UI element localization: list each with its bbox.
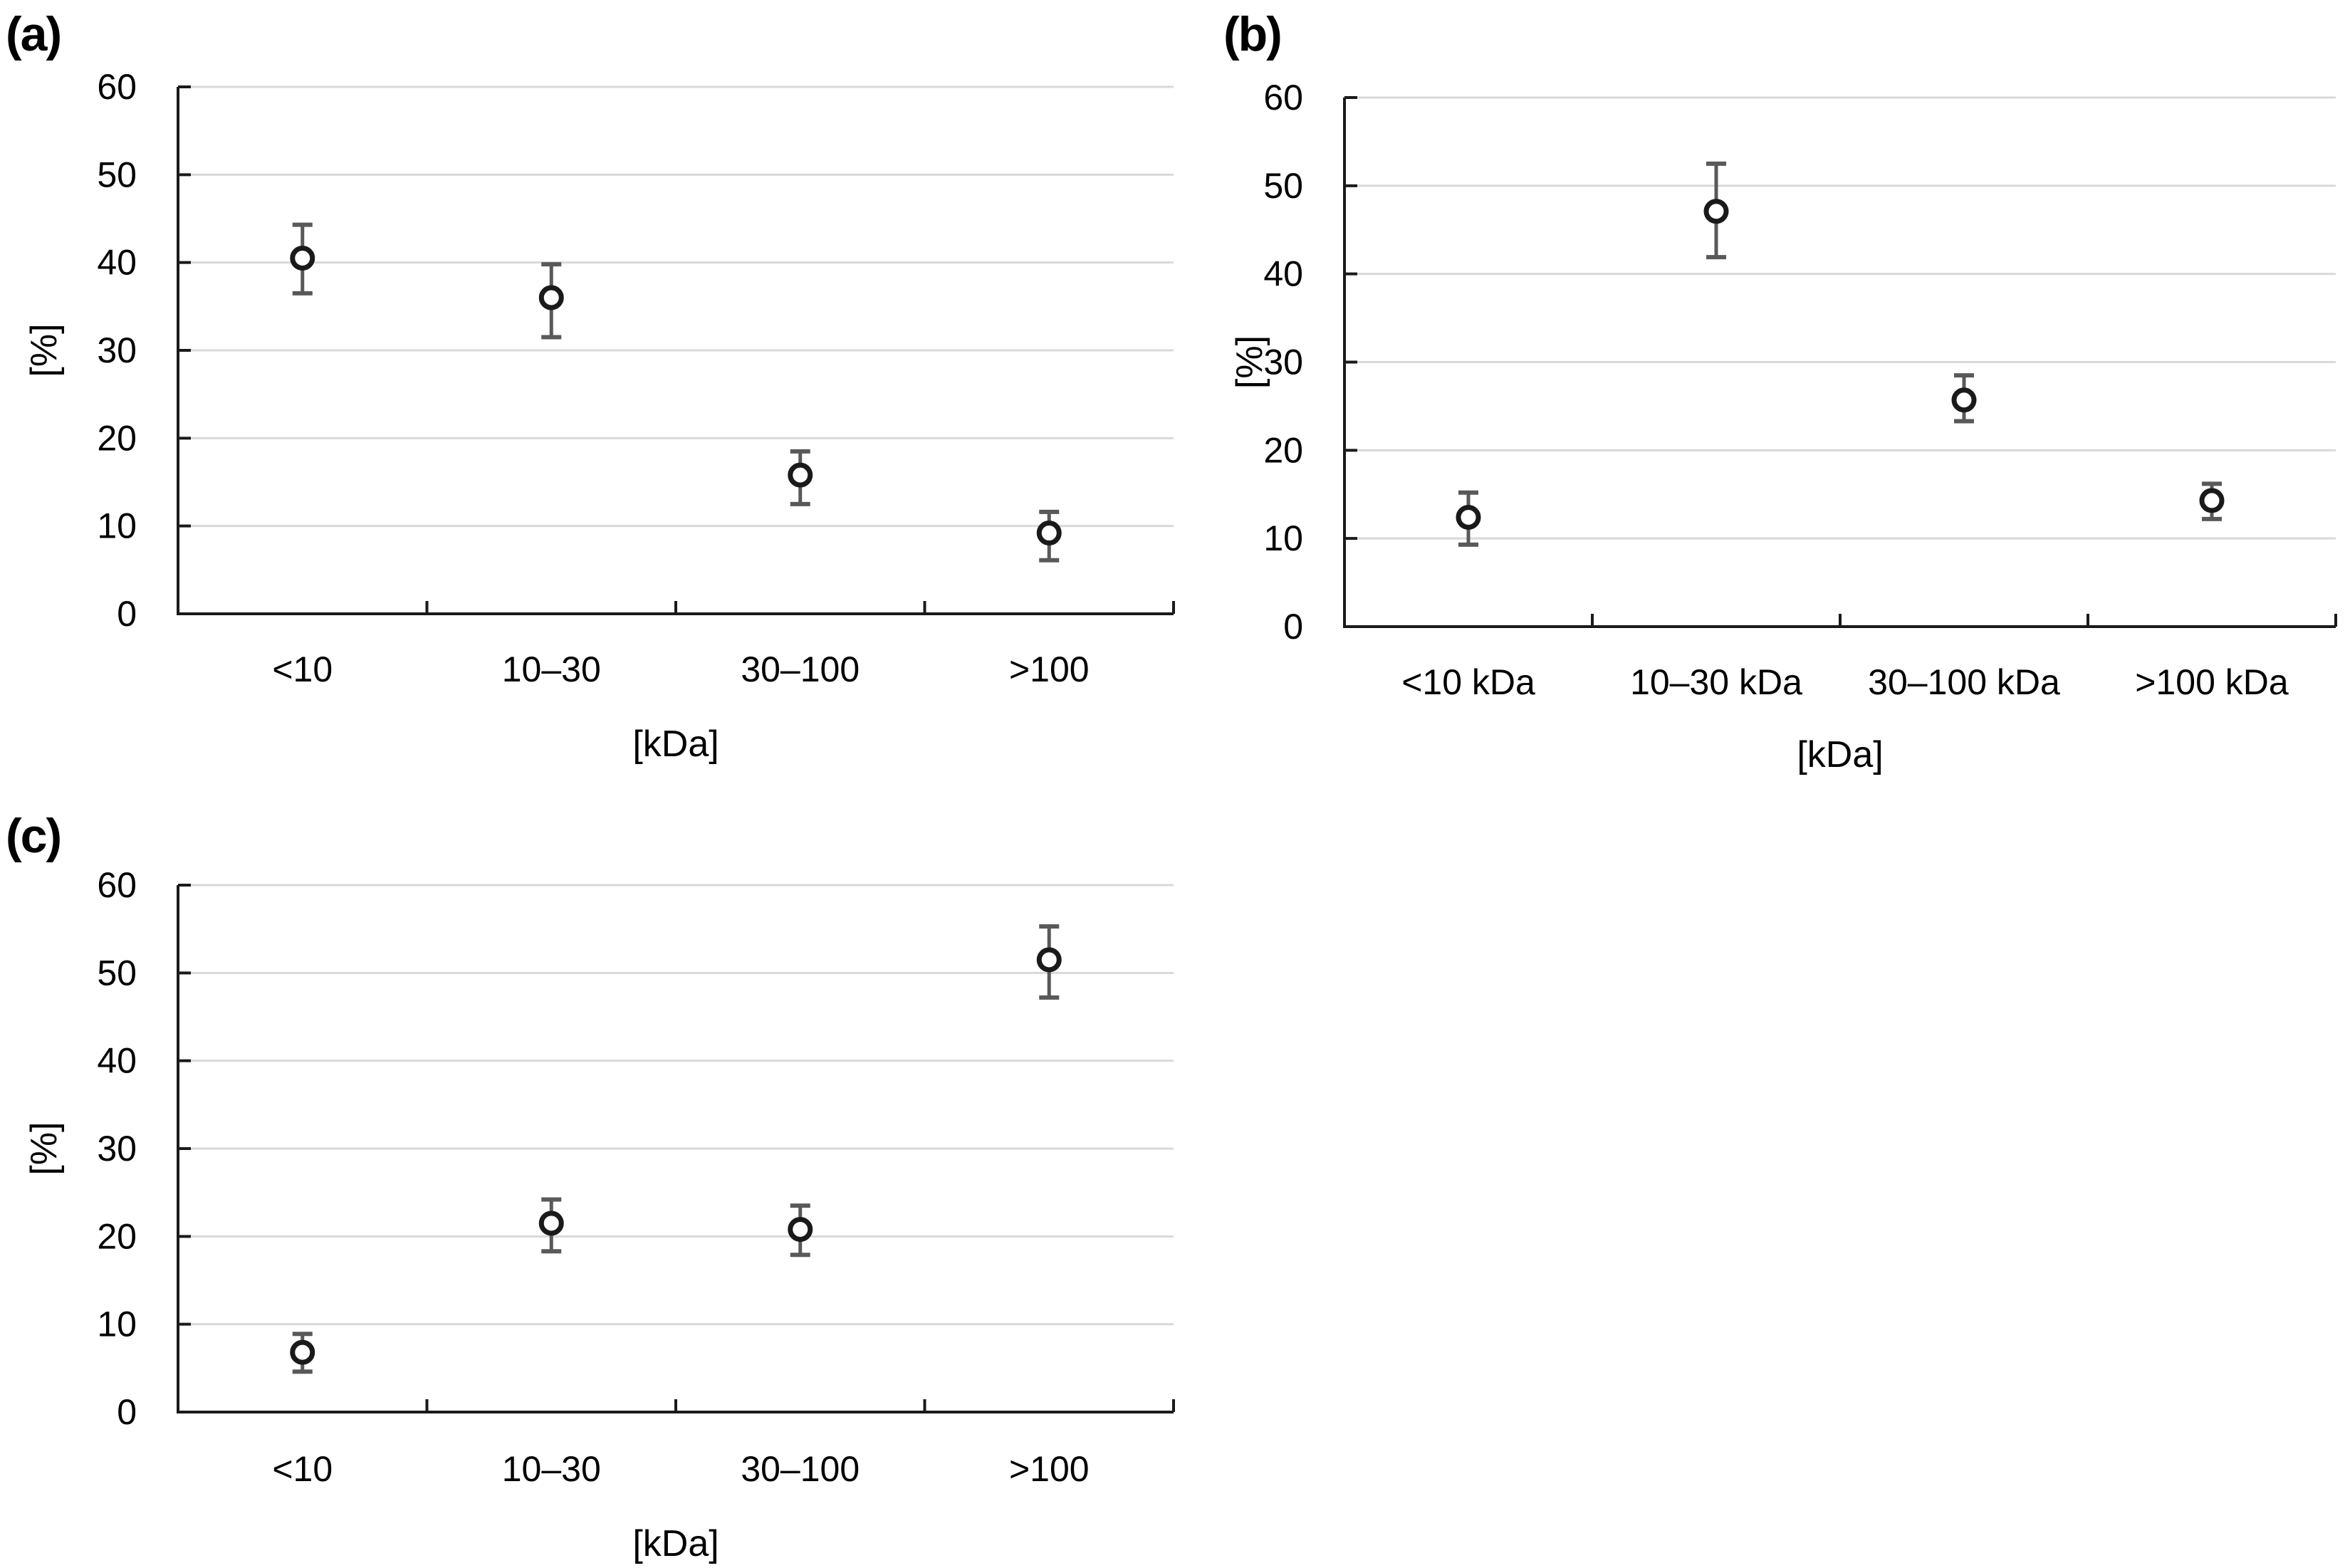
panel-b: (b) 0 10 20 30 40 50 60 <10 kDa 10–30 kDa 30–100 …: [1182, 0, 2345, 796]
data-point-marker: [788, 462, 813, 488]
data-point-marker: [538, 285, 564, 310]
x-category-label: 30–100: [741, 1449, 860, 1489]
data-point-marker: [2199, 488, 2225, 513]
panel-c-label: (c): [6, 809, 62, 863]
x-axis-title: [kDa]: [632, 723, 719, 765]
y-tick-label: 30: [97, 330, 137, 370]
y-tick-label: 20: [1263, 430, 1303, 470]
y-axis-title: [%]: [1229, 335, 1270, 389]
data-point-marker: [290, 1339, 315, 1365]
data-point-marker: [1951, 387, 1977, 413]
x-category-label: <10: [272, 649, 333, 689]
x-category-label: 30–100 kDa: [1868, 662, 2060, 702]
y-tick-label: 50: [1263, 166, 1303, 206]
y-tick-label: 30: [1263, 343, 1303, 382]
x-category-label: 30–100: [741, 649, 860, 689]
panel-b-label: (b): [1223, 7, 1283, 61]
data-point-marker: [788, 1216, 813, 1242]
panel-c-chart: 0 10 20 30 40 50 60 <10 10–30 30–100 >100 [kDa] [%]: [23, 865, 1175, 1564]
y-axis-title: [%]: [23, 323, 65, 377]
y-tick-label: 0: [117, 594, 137, 634]
panel-c: (c) 0 10 20 30 40 50 60 <10 10–30 30–100 >100 [kDa]…: [0, 796, 1182, 1568]
data-point-marker: [538, 1211, 564, 1236]
y-tick-label: 60: [97, 865, 137, 905]
panel-a-chart: 0 10 20 30 40 50 60 <10 10–30 30–100 >100 [kDa] [%]: [23, 67, 1175, 765]
x-category-label: >100: [1009, 1449, 1090, 1489]
y-tick-label: 40: [97, 243, 137, 283]
x-category-label: 10–30: [502, 1449, 601, 1489]
x-axis-title: [kDa]: [632, 1523, 719, 1564]
panel-a-label: (a): [6, 7, 62, 61]
x-category-label: >100: [1009, 649, 1090, 689]
panel-a: (a) 0 10 20 30 40 50 60 <10 10–30 30–100 >100 [kDa]…: [0, 0, 1182, 796]
x-category-label: <10: [272, 1449, 333, 1489]
y-tick-label: 10: [97, 506, 137, 546]
panel-b-chart: 0 10 20 30 40 50 60 <10 kDa 10–30 kDa 30–100 kDa >…: [1229, 78, 2337, 775]
y-tick-label: 50: [97, 155, 137, 194]
data-point-marker: [1036, 521, 1062, 546]
y-tick-label: 20: [97, 418, 137, 458]
y-axis-title: [%]: [23, 1122, 65, 1175]
data-point-marker: [1456, 504, 1481, 530]
y-tick-label: 40: [1263, 254, 1303, 294]
y-tick-label: 0: [117, 1392, 137, 1432]
y-tick-label: 40: [97, 1041, 137, 1081]
y-tick-label: 10: [1263, 518, 1303, 558]
y-tick-label: 20: [97, 1216, 137, 1256]
data-point-marker: [290, 246, 315, 271]
y-tick-label: 30: [97, 1129, 137, 1169]
y-tick-label: 60: [97, 67, 137, 107]
y-tick-label: 0: [1283, 607, 1303, 647]
y-tick-label: 50: [97, 953, 137, 993]
x-axis-title: [kDa]: [1797, 734, 1883, 775]
y-tick-label: 60: [1263, 78, 1303, 117]
data-point-marker: [1703, 199, 1729, 224]
x-category-label: 10–30: [502, 649, 601, 689]
x-category-label: 10–30 kDa: [1630, 662, 1802, 702]
data-point-marker: [1036, 947, 1062, 973]
y-tick-label: 10: [97, 1305, 137, 1344]
x-category-label: >100 kDa: [2135, 662, 2289, 702]
x-category-label: <10 kDa: [1401, 662, 1535, 702]
